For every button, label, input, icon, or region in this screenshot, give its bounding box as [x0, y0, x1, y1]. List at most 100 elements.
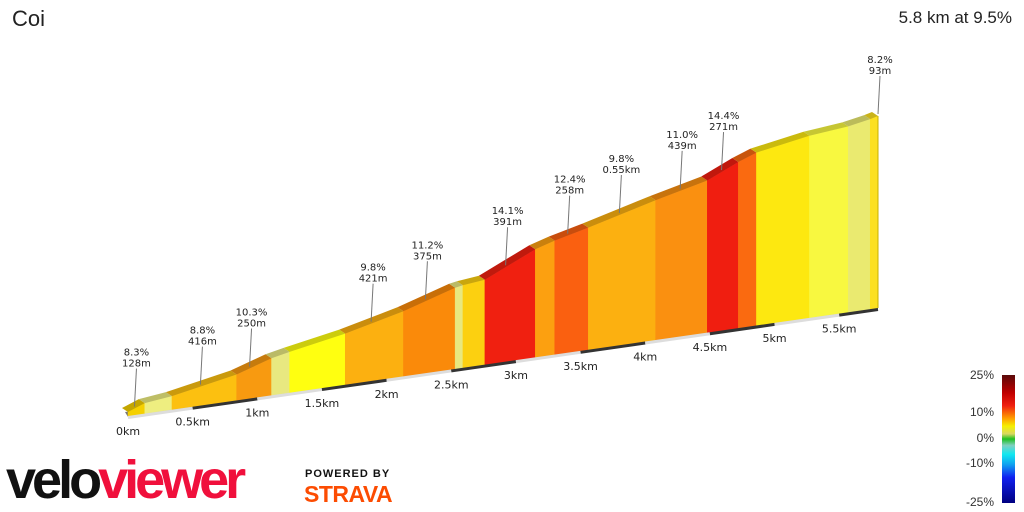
- annotation-leader: [199, 346, 203, 385]
- annotation-length: 93m: [869, 66, 891, 77]
- profile-segment-4: [271, 351, 290, 396]
- profile-segment-8: [454, 284, 464, 370]
- axis-strip-4: [386, 369, 452, 382]
- x-tick-label: 3.5km: [563, 360, 598, 373]
- profile-segment-top-3: [230, 354, 272, 375]
- annotation-leader: [370, 283, 374, 322]
- axis-strip-0: [127, 406, 193, 419]
- axis-strip-9: [709, 322, 775, 336]
- annotation-length: 439m: [668, 141, 697, 152]
- annotation-leader: [567, 195, 571, 234]
- annotation-leader: [721, 132, 725, 171]
- profile-segment-top-8: [449, 281, 463, 288]
- axis-strip-7: [580, 341, 646, 354]
- segment-title: Coi: [12, 6, 46, 31]
- annotation-length: 421m: [359, 274, 388, 285]
- x-tick-label: 0km: [116, 425, 140, 438]
- axis-strip-8: [645, 332, 711, 345]
- profile-segment-11: [535, 240, 555, 358]
- logo-velo: velo: [6, 450, 102, 510]
- profile-segment-top-17: [750, 131, 810, 153]
- profile-segment-19: [848, 118, 871, 313]
- x-tick-label: 4.5km: [693, 341, 728, 354]
- x-tick-label: 2km: [375, 388, 399, 401]
- annotation-grade: 8.3%: [124, 348, 149, 359]
- annotation-leader: [618, 174, 622, 214]
- profile-segment-15: [707, 161, 739, 333]
- x-tick-label: 5.5km: [822, 323, 857, 336]
- x-tick-label: 1km: [245, 406, 269, 419]
- annotation-grade: 10.3%: [236, 307, 268, 318]
- segment-summary: 5.8 km at 9.5%: [898, 8, 1012, 27]
- profile-segment-16: [738, 152, 757, 329]
- annotation-leader: [424, 261, 428, 300]
- annotation-leader: [877, 75, 881, 115]
- x-tick-label: 3km: [504, 369, 528, 382]
- legend-label-25: 25%: [969, 368, 994, 382]
- profile-segment-9: [462, 279, 486, 369]
- profile-segment-top-9: [456, 275, 485, 286]
- strava-logo[interactable]: STRAVA: [304, 481, 393, 507]
- x-tick-label: 1.5km: [305, 397, 340, 410]
- profile-segment-18: [809, 126, 849, 319]
- profile-segment-top-12: [548, 223, 589, 241]
- annotation-leader: [249, 328, 253, 367]
- annotation-grade: 11.0%: [666, 130, 698, 141]
- profile-segment-top-16: [732, 148, 757, 163]
- profile-segment-top-18: [803, 122, 849, 136]
- axis-strip-3: [321, 378, 387, 392]
- x-tick-label: 4km: [633, 351, 657, 364]
- annotation-length: 128m: [122, 359, 151, 370]
- annotation-grade: 9.8%: [609, 154, 634, 165]
- profile-segment-20: [869, 115, 879, 310]
- profile-segment-10: [484, 248, 536, 365]
- profile-segment-17: [756, 135, 810, 326]
- annotation-length: 0.55km: [602, 165, 640, 176]
- profile-segment-top-7: [397, 283, 456, 312]
- profile-segment-top-1: [138, 392, 172, 404]
- annotation-grade: 14.1%: [492, 206, 524, 217]
- x-tick-label: 5km: [763, 332, 787, 345]
- legend-label-10: 10%: [969, 405, 994, 419]
- legend-label-neg10: -10%: [965, 456, 994, 470]
- axis-strip-6: [515, 350, 581, 364]
- annotation-grade: 14.4%: [708, 111, 740, 122]
- legend-label-neg25: -25%: [965, 495, 994, 509]
- annotation-length: 375m: [413, 251, 442, 262]
- annotation-leader: [679, 150, 683, 189]
- profile-segment-top-5: [283, 329, 346, 352]
- veloviewer-logo[interactable]: veloviewer: [6, 450, 246, 510]
- annotation-grade: 8.8%: [190, 326, 215, 337]
- annotation-length: 258m: [555, 186, 584, 197]
- annotation-length: 416m: [188, 337, 217, 348]
- profile-segment-12: [554, 227, 589, 355]
- profile-segment-top-0: [122, 399, 145, 412]
- annotation-length: 250m: [237, 318, 266, 329]
- annotation-grade: 12.4%: [554, 175, 586, 186]
- x-tick-label: 0.5km: [175, 416, 210, 429]
- profile-segment-top-10: [478, 245, 536, 280]
- axis-strip-11: [838, 308, 879, 317]
- profile-segment-14: [655, 180, 708, 341]
- profile-segment-top-14: [649, 176, 708, 201]
- annotation-grade: 8.2%: [867, 55, 892, 66]
- profile-segment-top-20: [864, 112, 878, 120]
- annotation-grade: 9.8%: [360, 263, 385, 274]
- profile-segment-top-11: [529, 236, 555, 250]
- annotation-length: 271m: [709, 122, 738, 133]
- x-tick-label: 2.5km: [434, 378, 469, 391]
- axis-strip-2: [257, 388, 323, 401]
- gradient-legend-bar: [1002, 375, 1015, 503]
- profile-segment-top-2: [165, 370, 237, 397]
- profile-segment-top-4: [265, 347, 290, 359]
- axis-strip-5: [451, 360, 517, 373]
- logo-viewer: viewer: [98, 450, 246, 510]
- legend-label-0: 0%: [976, 431, 994, 445]
- axis-strip-10: [774, 313, 840, 326]
- annotation-leader: [133, 368, 137, 407]
- annotation-grade: 11.2%: [412, 240, 444, 251]
- profile-segment-top-19: [842, 115, 871, 127]
- axis-strip-1: [192, 397, 258, 410]
- profile-segment-top-15: [701, 158, 739, 181]
